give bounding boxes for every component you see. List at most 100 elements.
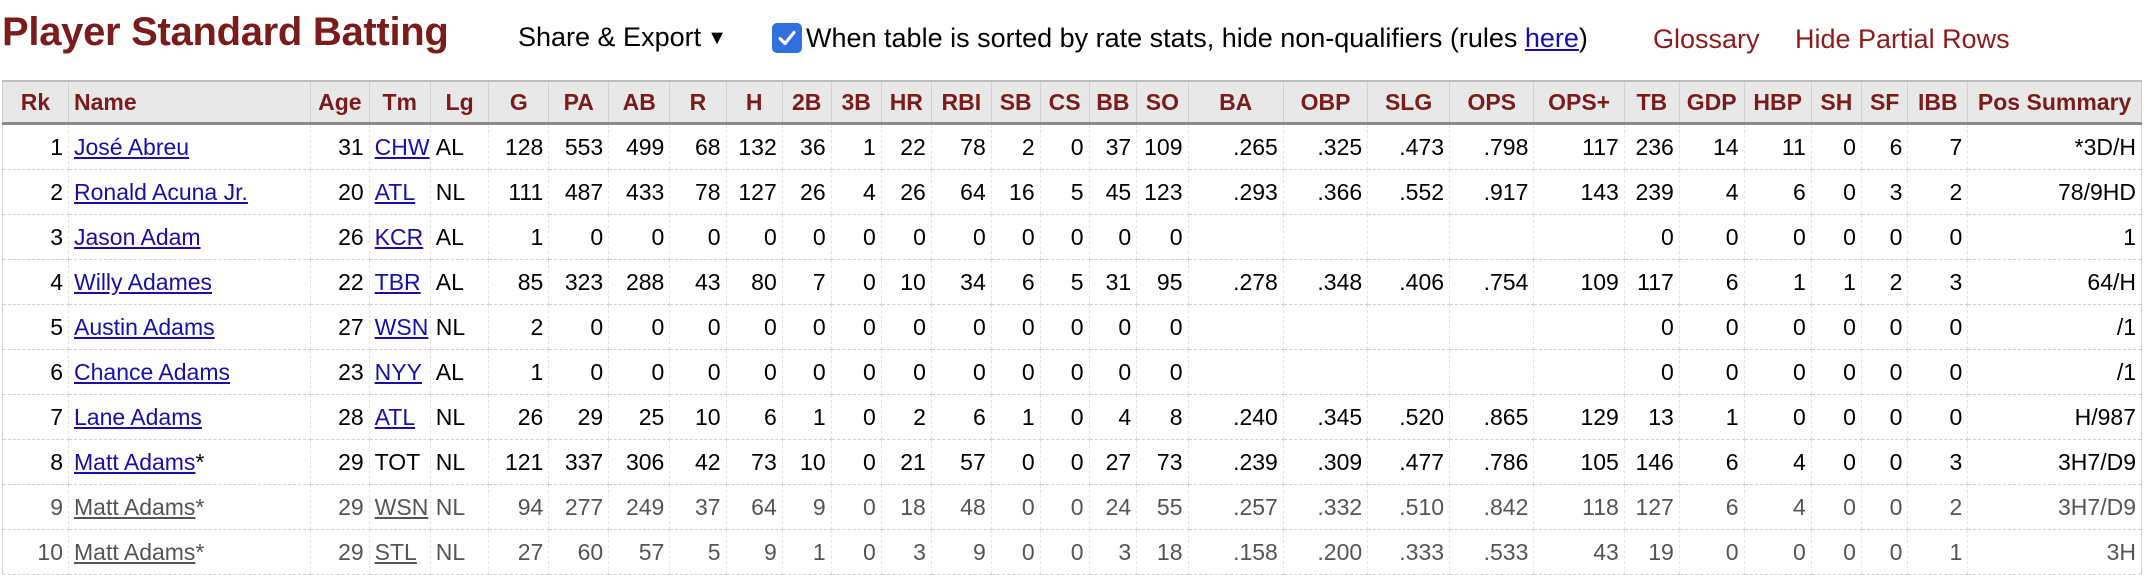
player-name-link[interactable]: José Abreu — [74, 133, 190, 160]
glossary-link[interactable]: Glossary — [1653, 24, 1760, 54]
hide-partial-rows-link[interactable]: Hide Partial Rows — [1795, 24, 2010, 54]
column-header-ab[interactable]: AB — [608, 80, 670, 125]
player-name-link[interactable]: Jason Adam — [74, 223, 201, 250]
column-header-2b[interactable]: 2B — [781, 80, 832, 125]
column-header-ops[interactable]: OPS — [1449, 80, 1534, 125]
column-header-ibb[interactable]: IBB — [1907, 80, 1968, 125]
column-header-rbi[interactable]: RBI — [930, 80, 992, 125]
cell-sb: 6 — [990, 259, 1041, 305]
team-link[interactable]: WSN — [374, 493, 429, 520]
cell-g: 111 — [488, 169, 549, 215]
team-link[interactable]: ATL — [374, 403, 416, 430]
cell-ops: .917 — [1449, 169, 1534, 215]
column-header-h[interactable]: H — [725, 80, 783, 125]
cell-ab: 0 — [608, 214, 670, 260]
cell-sf: 0 — [1860, 439, 1908, 485]
cell-rk: 4 — [2, 259, 69, 305]
cell-tb: 13 — [1623, 394, 1680, 440]
column-header-sh[interactable]: SH — [1810, 80, 1862, 125]
cell-hr: 22 — [880, 123, 932, 170]
cell-age: 20 — [310, 169, 370, 215]
cell-pa: 0 — [548, 214, 609, 260]
column-header-tm[interactable]: Tm — [368, 80, 431, 125]
cell-h: 0 — [725, 349, 783, 395]
hide-non-qualifiers-checkbox[interactable] — [772, 23, 802, 53]
column-header-so[interactable]: SO — [1136, 80, 1189, 125]
cell-hbp: 6 — [1743, 169, 1812, 215]
column-header-bb[interactable]: BB — [1088, 80, 1137, 125]
column-header-sb[interactable]: SB — [990, 80, 1041, 125]
cell-bb: 27 — [1088, 439, 1137, 485]
cell-ops: .842 — [1449, 484, 1534, 530]
cell-sh: 0 — [1810, 304, 1862, 350]
team-link[interactable]: NYY — [374, 358, 422, 385]
player-name-link[interactable]: Matt Adams — [74, 448, 196, 475]
cell-tb: 236 — [1623, 123, 1680, 170]
cell-cs: 0 — [1039, 394, 1090, 440]
share-export-menu[interactable]: Share & Export ▼ — [518, 22, 727, 53]
column-header-lg[interactable]: Lg — [429, 80, 489, 125]
cell-bb: 31 — [1088, 259, 1137, 305]
cell-ab: 25 — [608, 394, 670, 440]
cell-ba: .158 — [1187, 529, 1284, 575]
qualifier-rules-link[interactable]: here — [1524, 22, 1579, 53]
player-name-link[interactable]: Austin Adams — [74, 313, 215, 340]
player-name-link[interactable]: Matt Adams — [74, 493, 196, 520]
cell-pa: 337 — [548, 439, 609, 485]
column-header-tb[interactable]: TB — [1623, 80, 1680, 125]
cell-gdp: 0 — [1678, 349, 1745, 395]
cell-h: 0 — [725, 214, 783, 260]
cell-ops — [1449, 304, 1534, 350]
cell-hr: 10 — [880, 259, 932, 305]
player-name-link[interactable]: Matt Adams — [74, 538, 196, 565]
cell-ba: .293 — [1187, 169, 1284, 215]
team-link[interactable]: STL — [374, 538, 417, 565]
column-header-hbp[interactable]: HBP — [1743, 80, 1812, 125]
column-header-r[interactable]: R — [669, 80, 727, 125]
cell-rk: 10 — [2, 529, 69, 575]
cell-hbp: 4 — [1743, 484, 1812, 530]
cell-gdp: 6 — [1678, 259, 1745, 305]
column-header-rk[interactable]: Rk — [2, 80, 69, 125]
cell-tb: 0 — [1623, 214, 1680, 260]
cell-obp: .345 — [1282, 394, 1368, 440]
cell-hr: 0 — [880, 304, 932, 350]
player-name-link[interactable]: Ronald Acuna Jr. — [74, 178, 248, 205]
column-header-pa[interactable]: PA — [548, 80, 609, 125]
player-name-link[interactable]: Chance Adams — [74, 358, 230, 385]
column-header-slg[interactable]: SLG — [1367, 80, 1450, 125]
cell-sb: 0 — [990, 304, 1041, 350]
column-header-pos-summary[interactable]: Pos Summary — [1967, 80, 2142, 125]
column-header-cs[interactable]: CS — [1039, 80, 1090, 125]
cell-so: 123 — [1136, 169, 1189, 215]
cell-hr: 26 — [880, 169, 932, 215]
column-header-sf[interactable]: SF — [1860, 80, 1908, 125]
cell-age: 28 — [310, 394, 370, 440]
team-link[interactable]: WSN — [374, 313, 429, 340]
cell-rk: 3 — [2, 214, 69, 260]
player-name-link[interactable]: Lane Adams — [74, 403, 202, 430]
cell-sf: 2 — [1860, 259, 1908, 305]
team-link[interactable]: CHW — [374, 133, 430, 160]
cell-pos: 64/H — [1967, 259, 2142, 305]
cell-ops-plus: 129 — [1533, 394, 1625, 440]
cell-ba — [1187, 349, 1284, 395]
team-link[interactable]: TBR — [374, 268, 421, 295]
cell-r: 0 — [669, 349, 727, 395]
column-header-gdp[interactable]: GDP — [1678, 80, 1745, 125]
cell-sh: 0 — [1810, 484, 1862, 530]
team-link[interactable]: KCR — [374, 223, 424, 250]
cell-pa: 60 — [548, 529, 609, 575]
column-header-ops[interactable]: OPS+ — [1533, 80, 1625, 125]
column-header-age[interactable]: Age — [310, 80, 370, 125]
cell-so: 95 — [1136, 259, 1189, 305]
column-header-hr[interactable]: HR — [880, 80, 932, 125]
column-header-ba[interactable]: BA — [1187, 80, 1284, 125]
column-header-g[interactable]: G — [488, 80, 549, 125]
column-header-3b[interactable]: 3B — [830, 80, 882, 125]
column-header-obp[interactable]: OBP — [1282, 80, 1368, 125]
team-link[interactable]: ATL — [374, 178, 416, 205]
cell-ibb: 2 — [1907, 484, 1968, 530]
player-name-link[interactable]: Willy Adames — [74, 268, 213, 295]
column-header-name[interactable]: Name — [68, 80, 311, 125]
